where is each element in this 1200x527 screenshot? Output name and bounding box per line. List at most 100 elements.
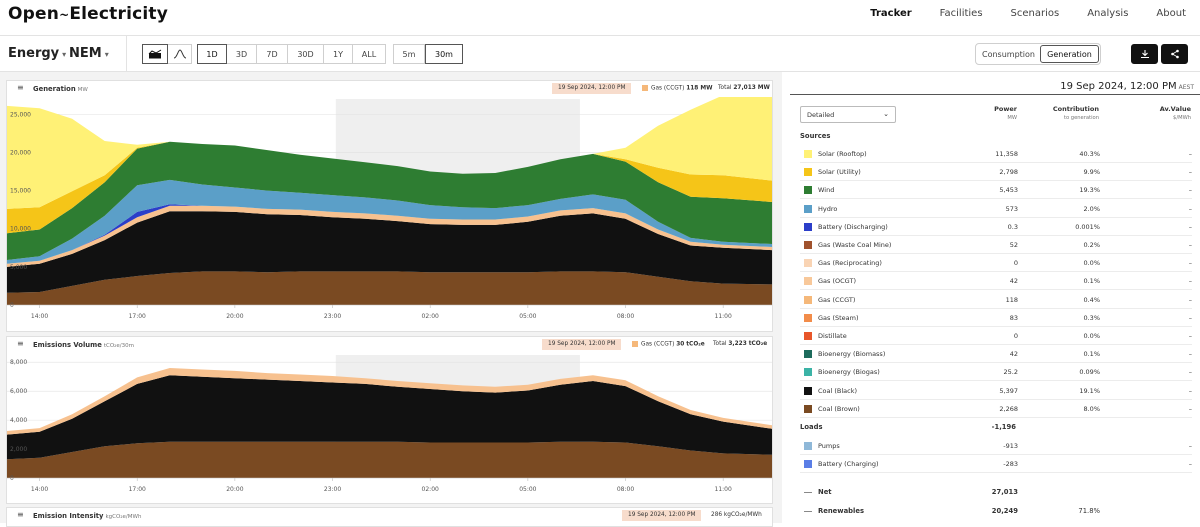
menu-icon[interactable]: ≡: [17, 339, 24, 348]
series-area-gas[interactable]: [7, 368, 772, 435]
series-area-coal-brown[interactable]: [7, 271, 772, 305]
range-30d[interactable]: 30D: [288, 44, 324, 64]
series-swatch: [804, 460, 812, 469]
intensity-chart: ≡ Emission Intensity kgCO₂e/MWh 19 Sep 20…: [6, 507, 773, 527]
range-all[interactable]: ALL: [353, 44, 386, 64]
nav-about[interactable]: About: [1156, 8, 1186, 19]
x-tick-label: 02:00: [422, 486, 439, 493]
row-value: –: [1188, 277, 1192, 286]
detail-level-dropdown[interactable]: Detailed ⌄: [800, 106, 896, 123]
row-contribution: 8.0%: [1083, 404, 1100, 413]
line-chart-toggle[interactable]: [168, 44, 192, 64]
row-contribution: 0.09%: [1079, 368, 1100, 377]
series-swatch: [804, 442, 812, 450]
row-value: –: [1188, 259, 1192, 268]
nav-scenarios[interactable]: Scenarios: [1010, 8, 1060, 19]
nav-facilities[interactable]: Facilities: [939, 8, 983, 19]
row-contribution: 0.0%: [1083, 259, 1100, 268]
brand-logo[interactable]: Open~Electricity: [8, 4, 168, 24]
net-label: Net: [818, 488, 832, 496]
series-area-hydro[interactable]: [7, 179, 772, 264]
emissions-plot[interactable]: 8,000 6,000 4,000 2,000 0 14:00 17:00 20:00 23:0…: [7, 353, 774, 505]
row-value: –: [1188, 442, 1192, 450]
row-name: Solar (Rooftop): [818, 150, 867, 158]
nav-tracker[interactable]: Tracker: [870, 8, 912, 19]
range-1d[interactable]: 1D: [197, 44, 227, 64]
summary-row[interactable]: Battery (Charging) -283 –: [800, 455, 1192, 474]
range-1y[interactable]: 1Y: [324, 44, 353, 64]
summary-row[interactable]: Wind 5,453 19.3% –: [800, 181, 1192, 200]
contribution-column-header[interactable]: Contribution to generation: [1053, 105, 1099, 121]
net-power: 27,013: [991, 488, 1018, 496]
series-area-gas[interactable]: [7, 205, 772, 267]
nav-links: Tracker Facilities Scenarios Analysis Ab…: [842, 8, 1186, 19]
series-area-coal-brown[interactable]: [7, 441, 772, 478]
series-swatch: [804, 404, 812, 413]
series-area-coal-black[interactable]: [7, 211, 772, 293]
download-button[interactable]: [1131, 44, 1158, 64]
row-name: Bioenergy (Biomass): [818, 350, 886, 359]
nav-analysis[interactable]: Analysis: [1087, 8, 1129, 19]
divider: [126, 36, 127, 72]
menu-icon[interactable]: ≡: [17, 510, 24, 519]
generation-view-button[interactable]: Generation: [1040, 45, 1099, 63]
menu-icon[interactable]: ≡: [17, 83, 24, 92]
row-value: –: [1188, 404, 1192, 413]
series-area-solar-rooftop[interactable]: [7, 97, 772, 209]
interval-30m[interactable]: 30m: [425, 44, 463, 64]
view-switch: [975, 43, 1101, 65]
consumption-view-button[interactable]: Consumption: [977, 45, 1040, 63]
row-name: Wind: [818, 186, 835, 195]
summary-row[interactable]: Bioenergy (Biomass) 42 0.1% –: [800, 345, 1192, 364]
summary-row[interactable]: Coal (Black) 5,397 19.1% –: [800, 382, 1192, 400]
generation-plot[interactable]: 25,000 20,000 15,000 10,000 5,000 0 14:00 17:00…: [7, 97, 774, 333]
x-tick-label: 20:00: [226, 313, 243, 320]
generation-unit: MW: [77, 87, 88, 93]
series-area-wind[interactable]: [7, 141, 772, 260]
summary-row[interactable]: Pumps -913 –: [800, 437, 1192, 455]
range-7d[interactable]: 7D: [257, 44, 288, 64]
range-3d[interactable]: 3D: [227, 44, 257, 64]
interval-5m[interactable]: 5m: [393, 44, 425, 64]
row-value: –: [1188, 386, 1192, 395]
value-column-header[interactable]: Av.Value $/MWh: [1160, 105, 1191, 121]
chevron-down-icon: ▾: [62, 50, 67, 59]
summary-row[interactable]: Gas (Waste Coal Mine) 52 0.2% –: [800, 236, 1192, 254]
x-tick-label: 23:00: [324, 313, 341, 320]
row-power: 83: [1009, 313, 1018, 322]
row-power: -913: [1003, 442, 1018, 450]
summary-row[interactable]: Distillate 0 0.0% –: [800, 327, 1192, 345]
gas-ccgt-swatch: [642, 85, 648, 91]
series-swatch: [804, 332, 812, 340]
stacked-chart-toggle[interactable]: [142, 44, 168, 64]
series-area-coal-black[interactable]: [7, 375, 772, 460]
series-swatch: [804, 168, 812, 177]
generation-chart-header: ≡ Generation MW 19 Sep 2024, 12:00 PM Gas…: [7, 81, 772, 97]
summary-row[interactable]: Solar (Utility) 2,798 9.9% –: [800, 163, 1192, 182]
y-tick-label: 0: [10, 475, 14, 482]
summary-row[interactable]: Solar (Rooftop) 11,358 40.3% –: [800, 145, 1192, 163]
summary-row[interactable]: Bioenergy (Biogas) 25.2 0.09% –: [800, 363, 1192, 382]
series-swatch: [804, 186, 812, 195]
summary-row[interactable]: Battery (Discharging) 0.3 0.001% –: [800, 218, 1192, 236]
summary-row[interactable]: Coal (Brown) 2,268 8.0% –: [800, 400, 1192, 418]
y-tick-label: 5,000: [10, 264, 27, 271]
generation-total-label: Total: [718, 85, 732, 91]
y-tick-label: 2,000: [10, 446, 27, 453]
row-name: Gas (CCGT): [818, 295, 856, 304]
summary-row[interactable]: Gas (OCGT) 42 0.1% –: [800, 272, 1192, 291]
summary-row[interactable]: Gas (Reciprocating) 0 0.0% –: [800, 254, 1192, 273]
series-swatch: [804, 350, 812, 359]
emissions-timestamp: 19 Sep 2024, 12:00 PM: [542, 339, 622, 350]
row-name: Battery (Discharging): [818, 222, 888, 231]
region-selector[interactable]: NEM ▾: [69, 46, 109, 61]
summary-row[interactable]: Hydro 573 2.0% –: [800, 200, 1192, 218]
row-power: 42: [1009, 277, 1018, 286]
summary-row[interactable]: Gas (Steam) 83 0.3% –: [800, 309, 1192, 327]
share-button[interactable]: [1161, 44, 1188, 64]
power-column-header[interactable]: Power MW: [994, 105, 1017, 121]
metric-selector[interactable]: Energy ▾: [8, 46, 66, 61]
y-tick-label: 10,000: [10, 226, 31, 233]
summary-row[interactable]: Gas (CCGT) 118 0.4% –: [800, 291, 1192, 309]
row-name: Pumps: [818, 442, 840, 450]
